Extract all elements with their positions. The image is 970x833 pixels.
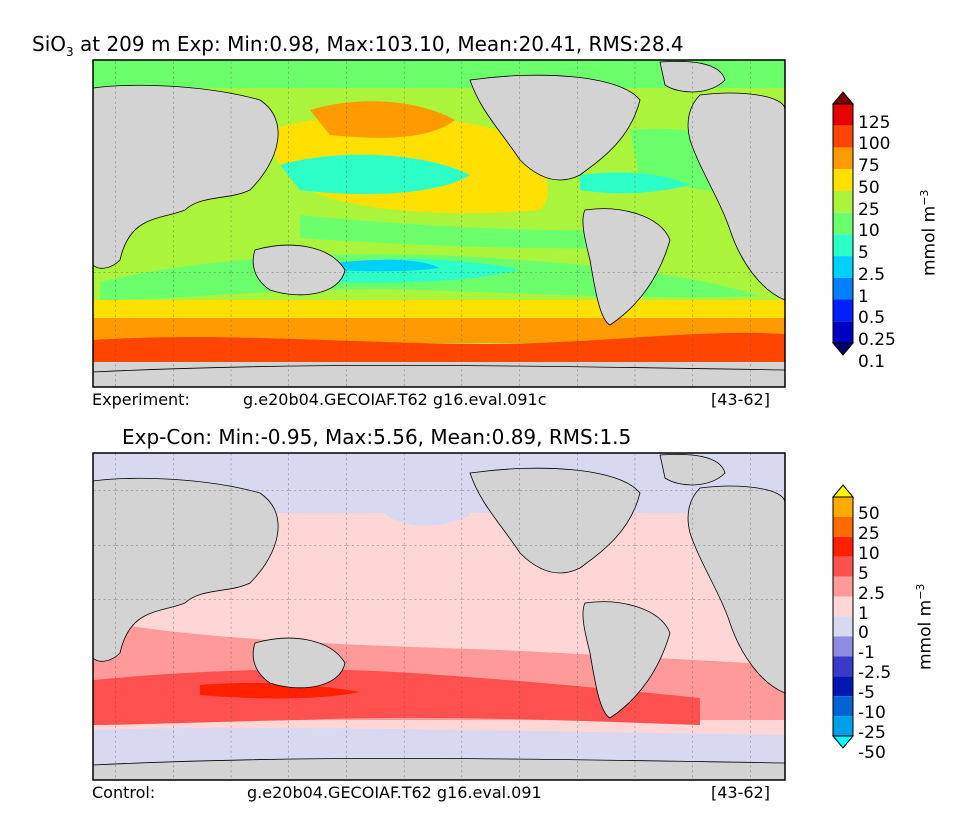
colorbar-extend-max bbox=[831, 91, 855, 105]
colorbar-tick-label: 100 bbox=[858, 134, 891, 155]
bottom-colorbar bbox=[831, 484, 855, 749]
colorbar-swatch bbox=[833, 125, 853, 148]
colorbar-tick-label: 1 bbox=[858, 603, 869, 624]
colorbar-swatch bbox=[833, 321, 853, 343]
bottom-graticule bbox=[93, 453, 785, 780]
bottom-map-title: Exp-Con: Min:-0.95, Max:5.56, Mean:0.89,… bbox=[122, 425, 632, 449]
colorbar-frame bbox=[832, 103, 854, 344]
colorbar-tick-label: 25 bbox=[858, 199, 880, 220]
colorbar-extend-max bbox=[831, 484, 855, 498]
bottom-caption-right: [43-62] bbox=[711, 783, 770, 802]
colorbar-tick-label: 10 bbox=[858, 221, 880, 242]
colorbar-swatch bbox=[833, 716, 853, 736]
top-units-label: mmol m−3 bbox=[918, 189, 940, 276]
colorbar-swatch bbox=[833, 576, 853, 597]
colorbar-swatch bbox=[833, 234, 853, 257]
colorbar-tick-label: 0.1 bbox=[858, 351, 886, 372]
colorbar-tick-label: -50 bbox=[858, 742, 886, 763]
colorbar-tick-label: 1 bbox=[858, 286, 869, 307]
colorbar-tick-label: 25 bbox=[858, 523, 880, 544]
colorbar-swatch bbox=[833, 656, 853, 677]
colorbar-swatch bbox=[833, 556, 853, 577]
colorbar-swatch bbox=[833, 596, 853, 617]
colorbar-swatch bbox=[833, 536, 853, 557]
colorbar-tick-label: 10 bbox=[858, 543, 880, 564]
colorbar-swatch bbox=[833, 147, 853, 170]
colorbar-tick-label: -5 bbox=[858, 683, 875, 704]
bottom-units-label: mmol m−3 bbox=[914, 583, 936, 670]
colorbar-swatch bbox=[833, 616, 853, 637]
colorbar-swatch bbox=[833, 277, 853, 300]
colorbar-extend-min bbox=[831, 735, 855, 749]
colorbar-tick-label: 0.25 bbox=[858, 330, 896, 350]
colorbar-swatch bbox=[833, 212, 853, 235]
colorbar-swatch bbox=[833, 190, 853, 213]
top-caption-left: Experiment: bbox=[92, 390, 190, 409]
bottom-caption-center: g.e20b04.GECOIAF.T62 g16.eval.091 bbox=[247, 783, 542, 802]
colorbar-frame bbox=[832, 496, 854, 737]
colorbar-swatch bbox=[833, 104, 853, 126]
colorbar-tick-label: 50 bbox=[858, 503, 880, 524]
colorbar-swatch bbox=[833, 497, 853, 517]
colorbar-tick-label: 75 bbox=[858, 156, 880, 177]
colorbar-tick-label: 2.5 bbox=[858, 264, 886, 285]
colorbar-swatch bbox=[833, 696, 853, 717]
top-map-frame bbox=[92, 59, 786, 388]
colorbar-tick-label: 125 bbox=[858, 112, 891, 133]
colorbar-tick-label: -1 bbox=[858, 643, 875, 664]
top-map-title: SiO3 at 209 m Exp: Min:0.98, Max:103.10,… bbox=[32, 32, 684, 59]
top-caption-center: g.e20b04.GECOIAF.T62 g16.eval.091c bbox=[243, 390, 547, 409]
colorbar-tick-label: -25 bbox=[858, 723, 886, 743]
colorbar-extend-min bbox=[831, 342, 855, 356]
top-caption-right: [43-62] bbox=[711, 390, 770, 409]
top-colorbar bbox=[831, 91, 855, 356]
colorbar-tick-label: 50 bbox=[858, 177, 880, 198]
colorbar-swatch bbox=[833, 636, 853, 657]
colorbar-tick-label: 0 bbox=[858, 623, 869, 644]
colorbar-swatch bbox=[833, 676, 853, 697]
colorbar-swatch bbox=[833, 256, 853, 278]
colorbar-tick-label: 5 bbox=[858, 563, 869, 584]
colorbar-swatch bbox=[833, 299, 853, 322]
colorbar-swatch bbox=[833, 169, 853, 191]
colorbar-tick-label: 0.5 bbox=[858, 308, 886, 329]
colorbar-tick-label: -10 bbox=[858, 703, 886, 724]
colorbar-swatch bbox=[833, 516, 853, 537]
bottom-caption-left: Control: bbox=[92, 783, 156, 802]
colorbar-tick-label: -2.5 bbox=[858, 663, 892, 684]
colorbar-tick-label: 2.5 bbox=[858, 583, 886, 604]
bottom-map-frame bbox=[92, 452, 786, 781]
colorbar-tick-label: 5 bbox=[858, 243, 869, 264]
top-graticule bbox=[93, 60, 785, 387]
